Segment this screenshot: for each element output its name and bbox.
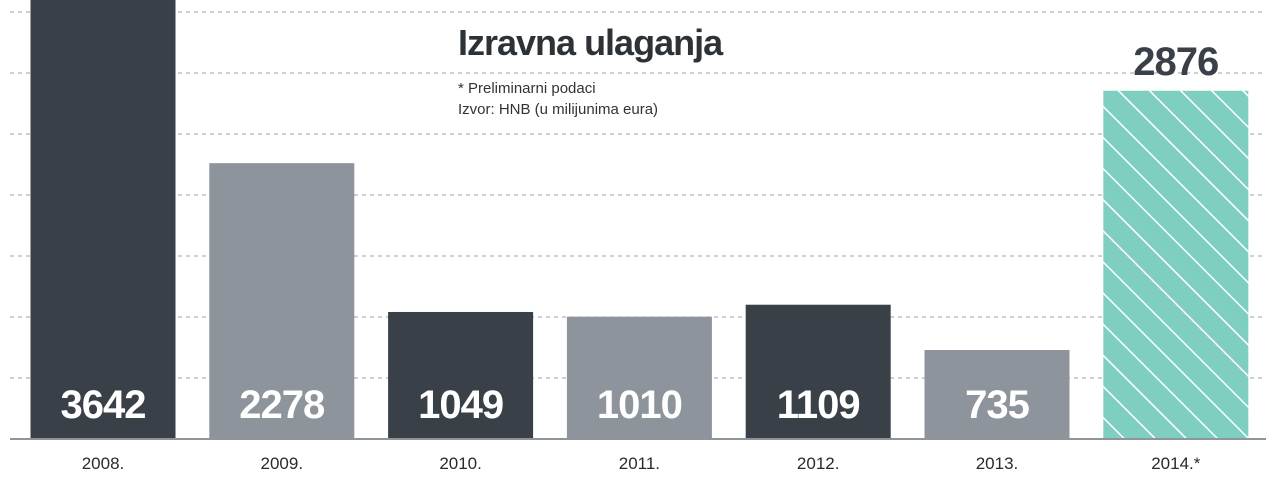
x-tick-label: 2009. (261, 454, 304, 473)
bars (30, 0, 1249, 440)
note-source: Izvor: HNB (u milijunima eura) (458, 101, 658, 118)
x-tick-label: 2013. (976, 454, 1019, 473)
chart-title: Izravna ulaganja (458, 22, 724, 63)
bar-2010 (388, 311, 534, 439)
bar-2012 (745, 304, 891, 439)
value-label: 2876 (1133, 40, 1218, 84)
x-tick-label: 2008. (82, 454, 125, 473)
value-label: 1010 (597, 383, 682, 427)
bar-2009 (209, 163, 355, 440)
x-tick-label: 2012. (797, 454, 840, 473)
value-label: 1049 (418, 383, 503, 427)
value-label: 3642 (61, 383, 146, 427)
x-tick-label: 2014.* (1151, 454, 1201, 473)
bar-2014 (1103, 90, 1249, 440)
value-label: 2278 (239, 383, 325, 427)
value-labels: 3642 2278 1049 1010 1109 735 2876 (61, 40, 1220, 427)
bar-2008 (30, 0, 176, 439)
bar-2011 (566, 316, 712, 439)
value-label: 735 (965, 383, 1029, 427)
bar-2013 (924, 350, 1070, 439)
x-tick-label: 2011. (619, 454, 660, 473)
value-label: 1109 (777, 383, 860, 427)
x-tick-label: 2010. (439, 454, 482, 473)
note-preliminary: * Preliminarni podaci (458, 80, 596, 97)
x-tick-labels: 2008. 2009. 2010. 2011. 2012. 2013. 2014.* (82, 454, 1201, 473)
